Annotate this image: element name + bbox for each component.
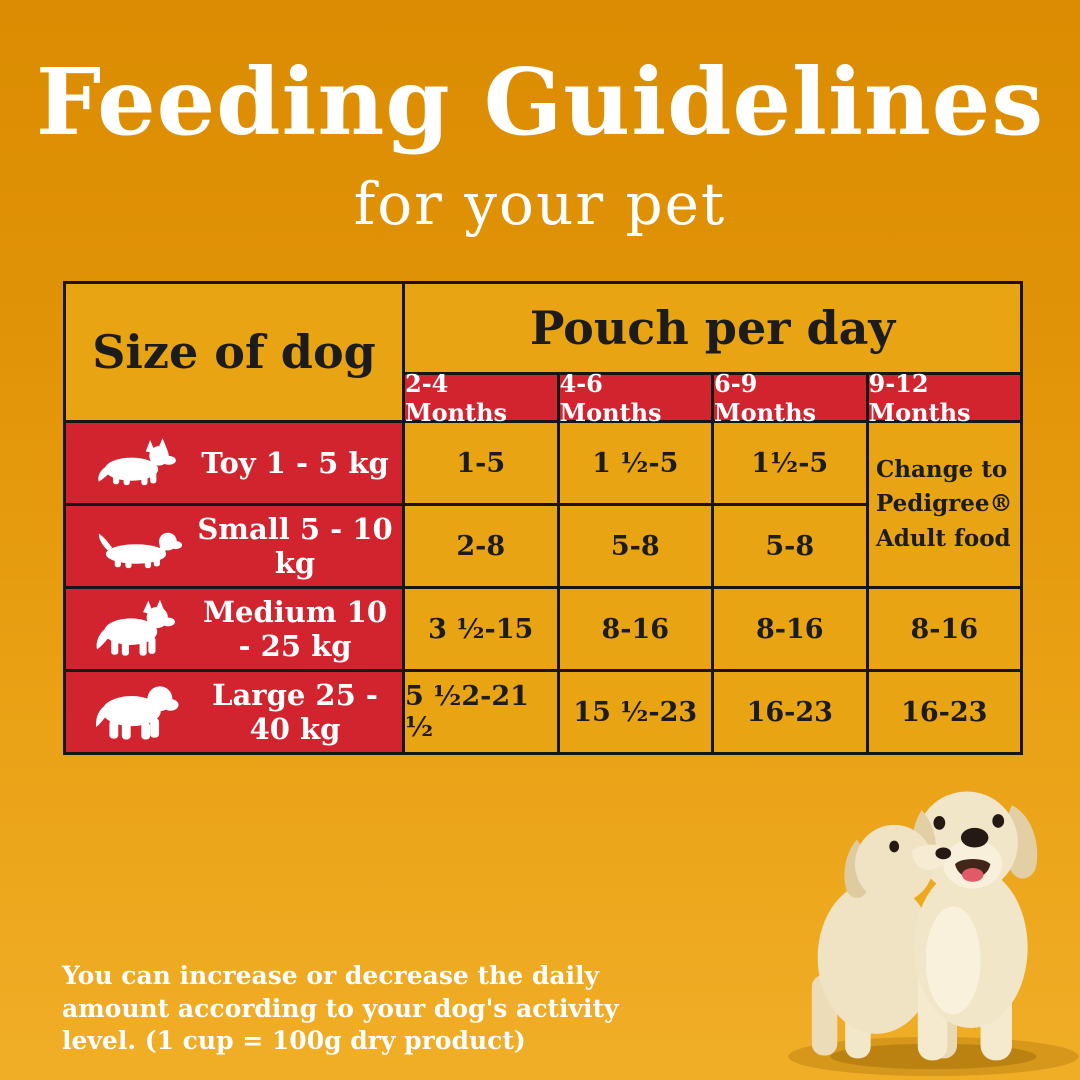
change-to-adult-food-cell: Change to Pedigree® Adult food xyxy=(868,423,1020,586)
puppies-photo xyxy=(788,791,1079,1077)
large-dog-icon xyxy=(96,686,179,740)
table-row-large: Large 25 - 40 kg xyxy=(66,672,402,752)
value-toy-2-4: 1-5 xyxy=(405,423,557,503)
pouch-per-day-header: Pouch per day xyxy=(405,284,1020,372)
size-of-dog-header: Size of dog xyxy=(66,284,402,420)
medium-dog-icon xyxy=(96,599,175,656)
table-row-small: Small 5 - 10 kg xyxy=(66,506,402,586)
value-small-2-4: 2-8 xyxy=(405,506,557,586)
feeding-guidelines-table: Size of dog Pouch per day 2-4 Months 4-6… xyxy=(63,281,1023,755)
value-toy-4-6: 1 ½-5 xyxy=(559,423,711,503)
toy-dog-icon xyxy=(98,438,176,486)
background-puppy-head xyxy=(844,824,952,904)
page-title: Feeding Guidelines xyxy=(35,48,1045,156)
table-row-toy: Toy 1 - 5 kg xyxy=(66,423,402,503)
dog-size-label: Toy 1 - 5 kg xyxy=(201,446,389,480)
background-puppy-body xyxy=(811,880,936,1059)
column-header-2-4-months: 2-4 Months xyxy=(405,369,557,427)
value-medium-4-6: 8-16 xyxy=(559,589,711,669)
footnote-text: You can increase or decrease the daily a… xyxy=(62,961,619,1055)
small-dog-icon xyxy=(98,532,183,569)
column-header-4-6-months: 4-6 Months xyxy=(559,369,711,427)
value-medium-2-4: 3 ½-15 xyxy=(405,589,557,669)
foreground-puppy xyxy=(912,791,1038,1061)
value-large-6-9: 16-23 xyxy=(714,672,866,752)
value-large-2-4: 5 ½2-21 ½ xyxy=(405,672,557,752)
value-small-6-9: 5-8 xyxy=(714,506,866,586)
dog-size-label: Medium 10 - 25 kg xyxy=(202,595,388,663)
value-medium-6-9: 8-16 xyxy=(714,589,866,669)
table-row-medium: Medium 10 - 25 kg xyxy=(66,589,402,669)
page-subtitle: for your pet xyxy=(353,170,727,238)
value-toy-6-9: 1½-5 xyxy=(714,423,866,503)
dog-size-label: Small 5 - 10 kg xyxy=(197,512,393,580)
value-large-9-12: 16-23 xyxy=(868,672,1020,752)
value-large-4-6: 15 ½-23 xyxy=(559,672,711,752)
column-header-9-12-months: 9-12 Months xyxy=(868,369,1020,427)
column-header-6-9-months: 6-9 Months xyxy=(714,369,866,427)
dog-size-label: Large 25 - 40 kg xyxy=(212,678,378,746)
value-medium-9-12: 8-16 xyxy=(868,589,1020,669)
value-small-4-6: 5-8 xyxy=(559,506,711,586)
